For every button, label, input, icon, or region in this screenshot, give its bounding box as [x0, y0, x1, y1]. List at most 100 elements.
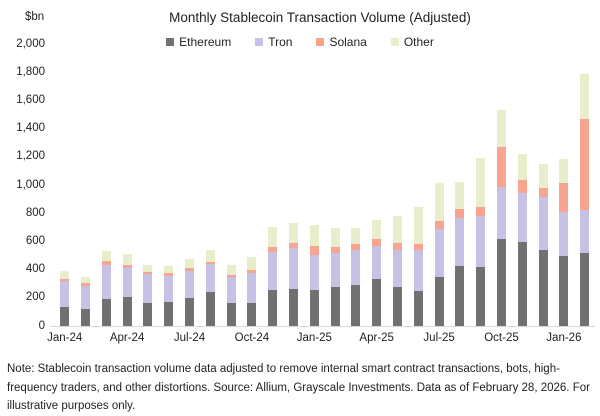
bar-segment-solana [81, 283, 90, 286]
bar-may-25 [393, 216, 402, 326]
bar-segment-tron [101, 264, 111, 300]
y-axis: 0 200 400 600 800 1,000 1,200 1,400 1,600 1,800 2,… [0, 38, 45, 332]
bar-segment-other [268, 227, 278, 247]
bar-segment-other [60, 271, 70, 280]
bar-segment-ethereum [226, 303, 236, 326]
bar-segment-tron [434, 229, 444, 277]
bar-segment-other [143, 264, 153, 273]
bar-segment-solana [580, 118, 590, 211]
bar-segment-solana [205, 261, 215, 264]
bar-segment-tron [413, 249, 423, 291]
bar-sep-24 [226, 264, 236, 326]
bar-segment-tron [393, 249, 402, 287]
x-tick-label: Jan-25 [296, 332, 332, 344]
bar-segment-ethereum [538, 250, 548, 326]
bar-nov-25 [517, 153, 527, 326]
y-tick-label: 1,200 [16, 150, 45, 163]
bar-oct-25 [497, 110, 506, 326]
bar-segment-other [434, 182, 444, 221]
bar-segment-tron [351, 250, 361, 285]
bar-segment-tron [559, 211, 569, 257]
bar-segment-solana [517, 180, 527, 194]
bar-segment-tron [226, 277, 236, 304]
bar-mar-24 [101, 250, 111, 326]
y-axis-unit-label: $bn [25, 11, 45, 23]
bar-segment-tron [476, 216, 486, 267]
bar-segment-other [101, 250, 111, 262]
bar-segment-solana [164, 273, 174, 276]
bar-segment-tron [268, 252, 278, 291]
bar-segment-other [122, 254, 132, 265]
bar-segment-other [330, 228, 340, 248]
x-axis: Jan-24 Apr-24 Jul-24 Oct-24 Jan-25 Apr-25 Jul-… [47, 332, 595, 348]
bar-segment-ethereum [268, 290, 278, 326]
bar-segment-tron [247, 273, 257, 303]
plot-area [50, 44, 595, 327]
bar-segment-other [455, 182, 465, 210]
footnote: Note: Stablecoin transaction volume data… [7, 363, 590, 413]
bar-segment-tron [538, 197, 548, 251]
bar-segment-tron [330, 253, 340, 287]
bar-segment-solana [476, 206, 486, 217]
y-tick-label: 1,600 [16, 93, 45, 106]
bar-segment-solana [226, 274, 236, 278]
bar-segment-tron [455, 218, 465, 267]
y-tick-label: 800 [25, 206, 45, 219]
bar-segment-other [393, 216, 402, 243]
bar-segment-tron [309, 255, 319, 291]
bar-segment-solana [497, 146, 506, 188]
bar-segment-ethereum [351, 284, 361, 326]
bar-segment-tron [185, 271, 194, 299]
bar-segment-ethereum [372, 278, 382, 326]
bar-dec-25 [538, 164, 548, 326]
x-tick-label: Jan-26 [546, 332, 582, 344]
bar-segment-other [205, 250, 215, 262]
bar-segment-other [247, 256, 257, 271]
bar-segment-other [289, 222, 298, 244]
bar-jun-24 [164, 266, 174, 326]
bar-segment-ethereum [164, 301, 174, 326]
bar-segment-other [517, 153, 527, 181]
legend-label: Solana [329, 35, 367, 49]
y-tick-label: 600 [25, 234, 45, 247]
legend-item-ethereum: Ethereum [166, 35, 231, 49]
bar-segment-other [226, 264, 236, 275]
bar-jan-24 [60, 271, 70, 326]
bar-segment-ethereum [455, 266, 465, 326]
legend-item-tron: Tron [255, 35, 292, 49]
bar-segment-solana [413, 244, 423, 250]
bar-segment-solana [559, 182, 569, 212]
bar-segment-tron [497, 187, 506, 239]
bar-segment-ethereum [289, 289, 298, 326]
legend-label: Ethereum [179, 35, 232, 49]
bar-feb-26 [580, 73, 590, 326]
bar-segment-ethereum [497, 238, 506, 326]
bar-segment-solana [143, 272, 153, 275]
bar-segment-solana [268, 246, 278, 253]
bar-segment-solana [101, 261, 111, 265]
bar-segment-other [372, 219, 382, 239]
bar-segment-solana [351, 244, 361, 251]
bar-segment-solana [122, 264, 132, 268]
bar-segment-solana [538, 188, 548, 198]
x-tick-label: Jul-24 [173, 332, 206, 344]
bar-segment-ethereum [81, 308, 90, 326]
bar-segment-other [185, 259, 194, 269]
bar-segment-ethereum [60, 306, 70, 326]
bar-segment-tron [289, 248, 298, 290]
legend-swatch-icon [390, 38, 399, 46]
bar-segment-ethereum [330, 286, 340, 326]
legend-item-solana: Solana [316, 35, 367, 49]
bar-segment-ethereum [559, 256, 569, 326]
bar-segment-solana [309, 245, 319, 256]
bar-segment-other [559, 159, 569, 183]
legend-swatch-icon [255, 38, 264, 46]
y-tick-label: 2,000 [16, 37, 45, 50]
bar-segment-ethereum [247, 302, 257, 326]
bar-segment-solana [434, 220, 444, 230]
bar-segment-ethereum [185, 298, 194, 326]
bar-segment-ethereum [101, 299, 111, 326]
bar-segment-other [309, 225, 319, 246]
bar-mar-25 [351, 228, 361, 326]
bar-segment-tron [372, 245, 382, 279]
